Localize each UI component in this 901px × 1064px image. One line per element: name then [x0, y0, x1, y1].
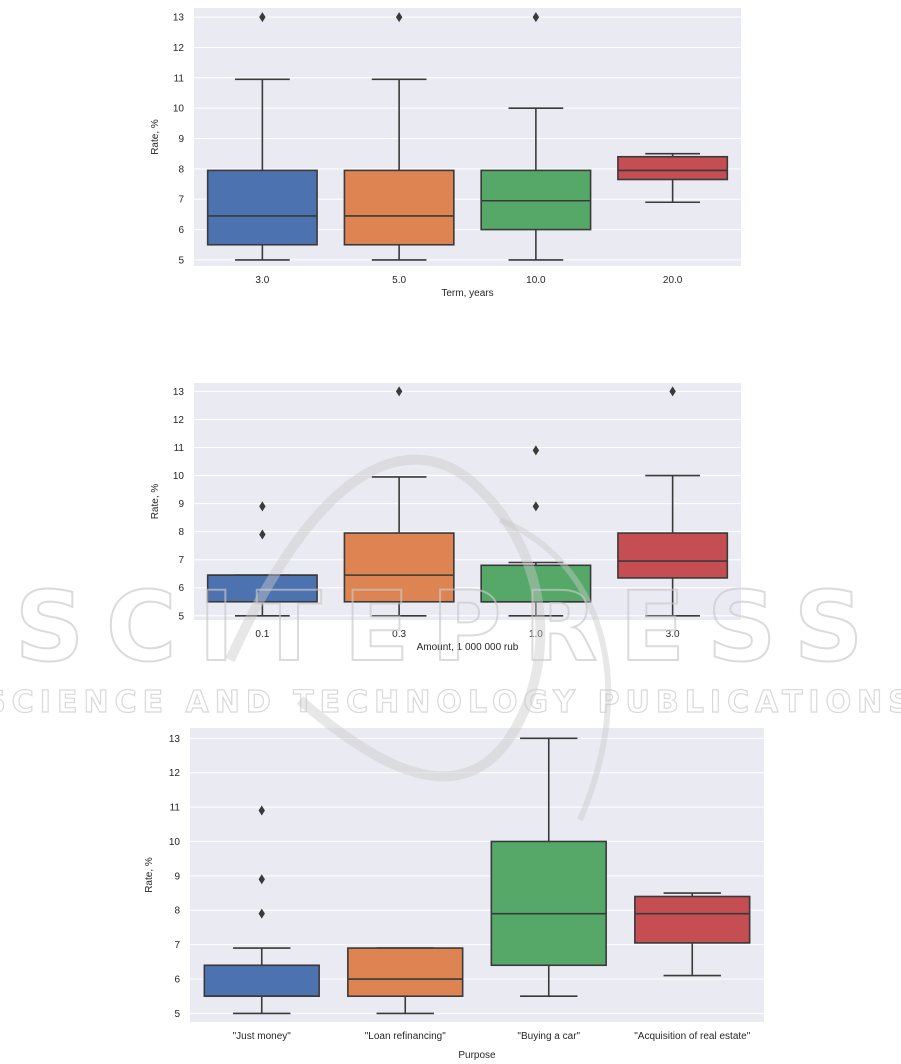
y-tick-label: 9: [178, 134, 184, 145]
y-tick-label: 9: [178, 499, 184, 510]
box-1: [206, 574, 318, 603]
box-4: [617, 532, 729, 579]
y-tick-label: 12: [173, 415, 185, 426]
y-axis-label: Rate, %: [150, 119, 161, 155]
box-1: [203, 964, 320, 998]
x-tick-label: "Loan refinancing": [365, 1031, 446, 1042]
x-axis-label: Term, years: [441, 288, 493, 299]
y-tick-label: 9: [174, 871, 180, 882]
x-tick-label: 1.0: [529, 629, 543, 640]
publisher-watermark: SCITEPRESS SCIENCE AND TECHNOLOGY PUBLIC…: [0, 454, 901, 822]
x-tick-label: 5.0: [392, 275, 406, 286]
y-tick-label: 11: [174, 73, 185, 84]
y-tick-label: 7: [178, 195, 184, 206]
watermark-swoosh: [225, 454, 546, 782]
y-tick-label: 13: [169, 734, 181, 745]
y-tick-label: 12: [169, 768, 181, 779]
box-4: [617, 155, 729, 181]
outlier-point: [259, 12, 266, 23]
x-tick-label: 0.1: [255, 629, 269, 640]
y-tick-label: 8: [174, 906, 180, 917]
y-tick-label: 13: [173, 387, 185, 398]
outlier-point: [532, 445, 540, 456]
y-tick-label: 11: [170, 803, 181, 814]
y-tick-label: 5: [178, 611, 184, 622]
x-tick-label: 3.0: [666, 629, 680, 640]
x-tick-label: "Just money": [233, 1031, 292, 1042]
box-4: [634, 895, 751, 944]
outlier-point: [259, 529, 266, 540]
y-tick-label: 6: [178, 583, 184, 594]
x-axis-label: Purpose: [458, 1050, 496, 1061]
x-tick-label: 10.0: [526, 275, 546, 286]
y-tick-label: 5: [174, 1009, 180, 1020]
outlier-point: [669, 386, 676, 397]
x-axis-label: Amount, 1 000 000 rub: [417, 642, 519, 653]
box-3: [490, 840, 607, 967]
y-tick-label: 6: [174, 975, 180, 986]
y-tick-label: 7: [178, 555, 184, 566]
x-tick-label: "Acquisition of real estate": [634, 1031, 751, 1042]
outlier-point: [258, 874, 265, 885]
box-2: [343, 532, 455, 603]
x-tick-label: 20.0: [663, 275, 683, 286]
y-tick-label: 6: [178, 225, 184, 236]
box-plot-figures: 5 6 7 8 9 10 11 12 13 3.0 5.0 10.0 20.0 Term, years Ra…: [144, 8, 764, 1061]
outlier-point: [395, 386, 403, 397]
y-tick-label: 13: [173, 13, 185, 24]
outlier-point: [259, 501, 266, 512]
x-tick-label: 0.3: [392, 629, 406, 640]
outlier-point: [395, 12, 403, 23]
chart-panel-1: 5 6 7 8 9 10 11 12 13 3.0 5.0 10.0 20.0 Term, years Ra…: [150, 8, 741, 299]
outlier-point: [532, 12, 540, 23]
box-2: [343, 169, 455, 246]
y-axis-label: Rate, %: [144, 857, 155, 893]
box-1: [206, 169, 318, 246]
y-tick-label: 7: [174, 940, 180, 951]
x-tick-label: 3.0: [255, 275, 269, 286]
y-tick-label: 8: [178, 527, 184, 538]
y-tick-label: 8: [178, 164, 184, 175]
y-tick-label: 10: [169, 837, 181, 848]
y-tick-label: 5: [178, 255, 184, 266]
outlier-point: [258, 805, 265, 816]
y-tick-label: 12: [173, 43, 185, 54]
box-2: [347, 947, 464, 998]
chart-panel-2: 5 6 7 8 9 10 11 12 13 0.1 0.3 1.0 3.0 Amount, 1 000 0…: [150, 383, 741, 653]
watermark-main-text: SCITEPRESS: [15, 571, 885, 683]
outlier-point: [258, 908, 265, 919]
box-3: [480, 564, 592, 603]
chart-panel-3: 5 6 7 8 9 10 11 12 13 "Just money" "Loan refinanci…: [144, 728, 764, 1061]
outlier-point: [532, 501, 540, 512]
x-tick-label: "Buying a car": [517, 1031, 580, 1042]
y-axis-label: Rate, %: [150, 484, 161, 520]
watermark-sub-text: SCIENCE AND TECHNOLOGY PUBLICATIONS: [0, 685, 901, 720]
watermark-swoosh-2: [498, 517, 612, 822]
y-tick-label: 10: [173, 471, 185, 482]
y-tick-label: 10: [173, 104, 185, 115]
y-tick-label: 11: [174, 443, 185, 454]
